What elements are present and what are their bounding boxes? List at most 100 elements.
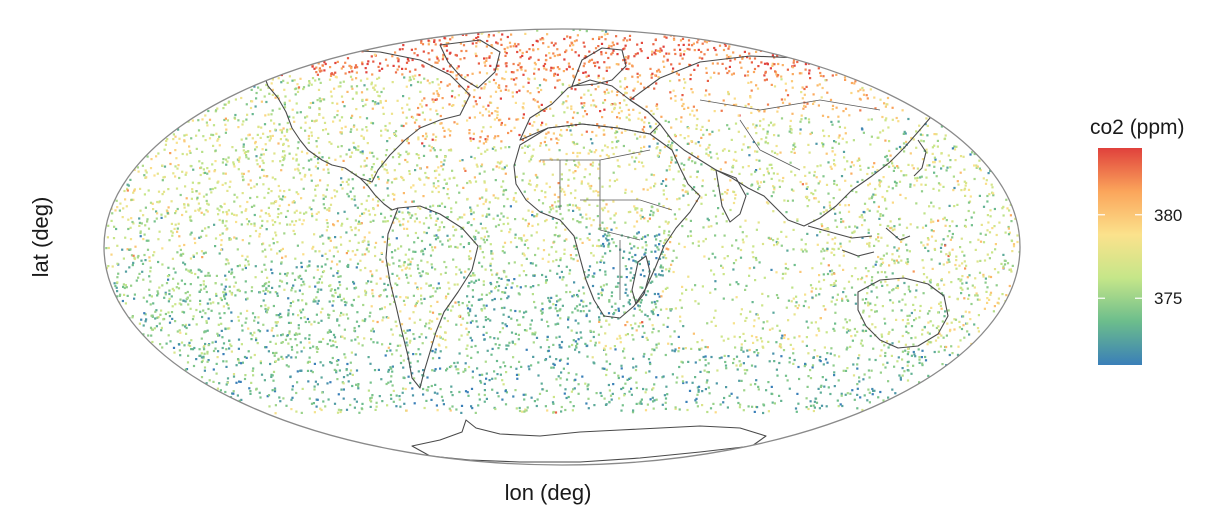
co2-observation-point — [769, 67, 772, 70]
co2-observation-point — [160, 326, 163, 329]
co2-observation-point — [124, 284, 127, 287]
co2-observation-point — [752, 70, 756, 74]
co2-observation-point — [562, 367, 565, 370]
co2-observation-point — [179, 331, 182, 334]
co2-observation-point — [216, 387, 219, 390]
co2-observation-point — [961, 262, 964, 265]
co2-observation-point — [595, 134, 598, 137]
co2-observation-point — [468, 258, 471, 261]
co2-observation-point — [446, 84, 449, 87]
co2-observation-point — [566, 121, 569, 124]
co2-observation-point — [295, 344, 299, 347]
co2-observation-point — [334, 195, 337, 198]
co2-observation-point — [790, 128, 793, 131]
co2-observation-point — [308, 126, 311, 129]
co2-observation-point — [550, 41, 553, 44]
co2-observation-point — [286, 128, 289, 131]
co2-observation-point — [393, 198, 396, 201]
co2-observation-point — [521, 410, 524, 413]
co2-observation-point — [409, 274, 412, 277]
co2-observation-point — [170, 295, 173, 298]
co2-observation-point — [361, 152, 364, 155]
co2-observation-point — [402, 264, 405, 267]
co2-observation-point — [235, 381, 238, 384]
co2-observation-point — [870, 118, 873, 121]
co2-observation-point — [313, 155, 316, 158]
co2-observation-point — [767, 295, 770, 298]
co2-observation-point — [915, 289, 918, 292]
co2-observation-point — [986, 214, 989, 217]
co2-observation-point — [836, 399, 839, 402]
co2-observation-point — [395, 394, 398, 397]
co2-observation-point — [474, 314, 477, 317]
co2-observation-point — [285, 138, 288, 141]
co2-observation-point — [528, 179, 531, 182]
co2-observation-point — [367, 389, 370, 392]
co2-observation-point — [449, 70, 452, 73]
co2-observation-point — [453, 361, 456, 365]
co2-observation-point — [381, 165, 384, 168]
co2-observation-point — [319, 340, 323, 343]
co2-observation-point — [308, 260, 311, 263]
co2-observation-point — [926, 343, 929, 346]
co2-observation-point — [812, 193, 815, 196]
co2-observation-point — [441, 243, 444, 246]
co2-observation-point — [223, 118, 226, 122]
co2-observation-point — [248, 133, 251, 136]
co2-observation-point — [829, 284, 832, 287]
co2-observation-point — [297, 314, 300, 317]
co2-observation-point — [766, 62, 769, 65]
co2-observation-point — [565, 68, 568, 71]
co2-observation-point — [283, 101, 286, 104]
co2-observation-point — [342, 159, 345, 162]
co2-observation-point — [522, 85, 525, 88]
co2-observation-point — [604, 332, 607, 335]
co2-observation-point — [250, 286, 254, 289]
co2-observation-point — [691, 242, 694, 245]
co2-observation-point — [395, 237, 398, 240]
co2-observation-point — [487, 207, 490, 210]
co2-observation-point — [905, 261, 908, 264]
co2-observation-point — [881, 284, 884, 287]
co2-observation-point — [664, 119, 667, 122]
co2-observation-point — [737, 283, 740, 286]
co2-observation-point — [705, 128, 708, 132]
co2-observation-point — [432, 92, 435, 95]
co2-observation-point — [733, 190, 736, 194]
co2-observation-point — [323, 61, 326, 64]
co2-observation-point — [776, 153, 779, 156]
co2-observation-point — [248, 242, 251, 245]
co2-observation-point — [382, 316, 385, 319]
co2-observation-point — [245, 137, 248, 140]
co2-observation-point — [490, 283, 493, 286]
co2-observation-point — [548, 211, 551, 214]
co2-observation-point — [354, 338, 357, 341]
co2-observation-point — [569, 192, 573, 195]
co2-observation-point — [635, 365, 638, 368]
co2-observation-point — [139, 209, 142, 212]
co2-observation-point — [874, 107, 877, 110]
co2-observation-point — [230, 319, 233, 323]
co2-observation-point — [815, 142, 818, 145]
co2-observation-point — [275, 200, 278, 203]
co2-observation-point — [384, 163, 387, 166]
co2-observation-point — [962, 155, 965, 158]
co2-observation-point — [365, 199, 368, 202]
co2-observation-point — [276, 241, 279, 244]
co2-observation-point — [833, 371, 836, 374]
co2-observation-point — [598, 245, 601, 248]
co2-observation-point — [218, 209, 221, 212]
co2-observation-point — [514, 343, 517, 346]
co2-observation-point — [466, 354, 469, 357]
co2-observation-point — [1001, 207, 1004, 210]
co2-observation-point — [448, 238, 451, 241]
co2-observation-point — [405, 273, 408, 276]
co2-observation-point — [277, 195, 281, 198]
co2-observation-point — [963, 297, 966, 300]
co2-observation-point — [396, 344, 399, 347]
co2-observation-point — [407, 375, 410, 378]
co2-observation-point — [504, 172, 507, 175]
co2-observation-point — [140, 318, 143, 321]
co2-observation-point — [661, 403, 664, 406]
co2-observation-point — [466, 119, 469, 122]
